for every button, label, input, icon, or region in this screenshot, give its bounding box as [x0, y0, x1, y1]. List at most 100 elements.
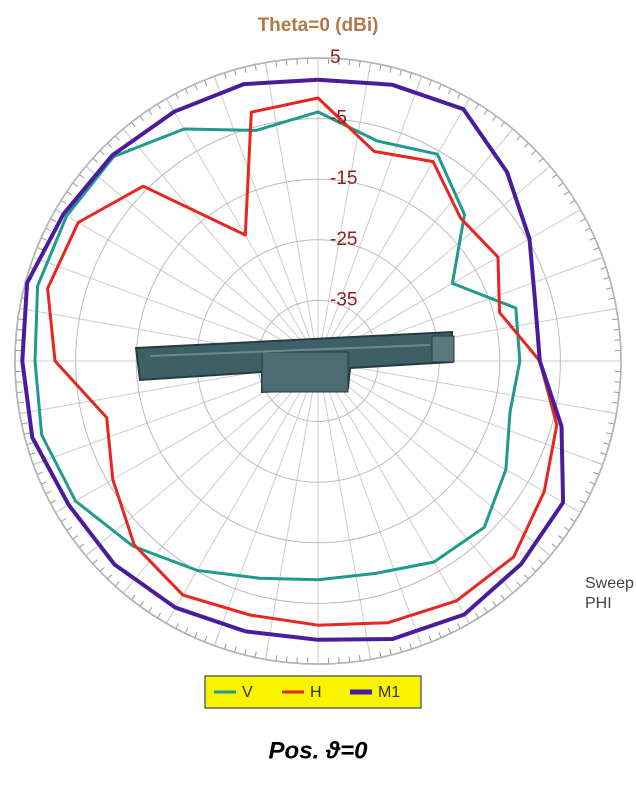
degree-tick — [204, 636, 206, 642]
degree-tick — [149, 110, 152, 115]
spoke — [338, 364, 617, 413]
degree-tick — [570, 518, 575, 521]
degree-tick — [157, 104, 160, 109]
degree-tick — [276, 61, 277, 67]
degree-tick — [613, 392, 619, 393]
spoke — [167, 99, 309, 344]
degree-tick — [359, 655, 360, 661]
spoke — [56, 210, 301, 352]
degree-tick — [234, 70, 236, 76]
spoke — [325, 380, 422, 646]
degree-tick — [79, 174, 84, 178]
chart-title: Theta=0 (dBi) — [258, 15, 379, 36]
degree-tick — [410, 643, 412, 649]
degree-tick — [100, 151, 104, 155]
degree-tick — [585, 491, 590, 494]
degree-tick — [46, 228, 51, 231]
degree-tick — [61, 518, 66, 521]
spoke — [331, 129, 513, 346]
degree-tick — [140, 116, 144, 121]
degree-tick — [140, 601, 144, 606]
degree-tick — [558, 183, 563, 187]
legend-label: H — [310, 684, 322, 701]
degree-tick — [539, 560, 543, 564]
degree-tick — [100, 567, 104, 571]
legend-label: M1 — [378, 684, 400, 701]
spoke — [123, 129, 305, 346]
degree-tick — [524, 575, 528, 579]
degree-tick — [131, 122, 135, 127]
degree-tick — [429, 80, 431, 86]
spoke — [321, 381, 370, 660]
degree-tick — [606, 433, 612, 434]
degree-tick — [400, 70, 402, 76]
degree-tick — [93, 560, 97, 564]
degree-tick — [79, 544, 84, 548]
r-tick-label: -35 — [330, 289, 357, 310]
degree-tick — [603, 277, 609, 279]
degree-tick — [359, 61, 360, 67]
degree-tick — [195, 84, 197, 89]
degree-tick — [276, 655, 277, 661]
spoke — [335, 210, 580, 352]
degree-tick — [484, 607, 487, 612]
degree-tick — [585, 228, 590, 231]
spoke — [86, 374, 303, 556]
r-tick-label: -25 — [330, 229, 357, 250]
degree-tick — [609, 423, 615, 424]
degree-tick — [457, 623, 460, 628]
annotation: Sweep — [585, 575, 634, 592]
degree-tick — [195, 632, 197, 637]
degree-tick — [501, 595, 505, 600]
degree-tick — [390, 649, 391, 655]
chart: Theta=0 (dBi) Sweep PHI VHM1 Pos. ϑ=0 5-… — [0, 0, 636, 785]
degree-tick — [457, 93, 460, 98]
degree-tick — [37, 472, 43, 474]
degree-tick — [524, 143, 528, 147]
spoke — [328, 378, 470, 623]
degree-tick — [176, 623, 179, 628]
degree-tick — [234, 646, 236, 652]
degree-tick — [149, 607, 152, 612]
degree-tick — [18, 402, 24, 403]
legend-label: V — [242, 684, 253, 701]
degree-tick — [93, 158, 97, 162]
degree-tick — [245, 67, 246, 73]
degree-tick — [493, 116, 497, 121]
degree-tick — [532, 151, 536, 155]
degree-tick — [61, 200, 66, 203]
degree-tick — [600, 267, 606, 269]
degree-tick — [24, 433, 30, 434]
degree-tick — [606, 288, 612, 289]
spoke — [167, 378, 309, 623]
degree-tick — [593, 472, 599, 474]
degree-tick — [600, 453, 606, 455]
degree-tick — [108, 143, 112, 147]
degree-tick — [185, 89, 188, 94]
degree-tick — [50, 219, 55, 222]
degree-tick — [245, 649, 246, 655]
degree-tick — [564, 192, 569, 195]
degree-tick — [255, 652, 256, 658]
degree-tick — [552, 174, 557, 178]
degree-tick — [613, 329, 619, 330]
degree-tick — [612, 402, 618, 403]
degree-tick — [564, 527, 569, 530]
degree-tick — [67, 192, 72, 195]
degree-tick — [224, 643, 226, 649]
annotation: PHI — [585, 595, 612, 612]
degree-tick — [17, 392, 23, 393]
degree-tick — [73, 183, 78, 187]
caption: Pos. ϑ=0 — [269, 737, 369, 764]
degree-tick — [17, 329, 23, 330]
degree-tick — [30, 453, 36, 455]
degree-tick — [439, 84, 441, 89]
degree-tick — [400, 646, 402, 652]
degree-tick — [349, 656, 350, 662]
r-tick-label: -5 — [330, 108, 347, 129]
degree-tick — [286, 60, 287, 66]
degree-tick — [380, 65, 381, 71]
degree-tick — [475, 613, 478, 618]
degree-tick — [67, 527, 72, 530]
degree-tick — [115, 582, 119, 586]
